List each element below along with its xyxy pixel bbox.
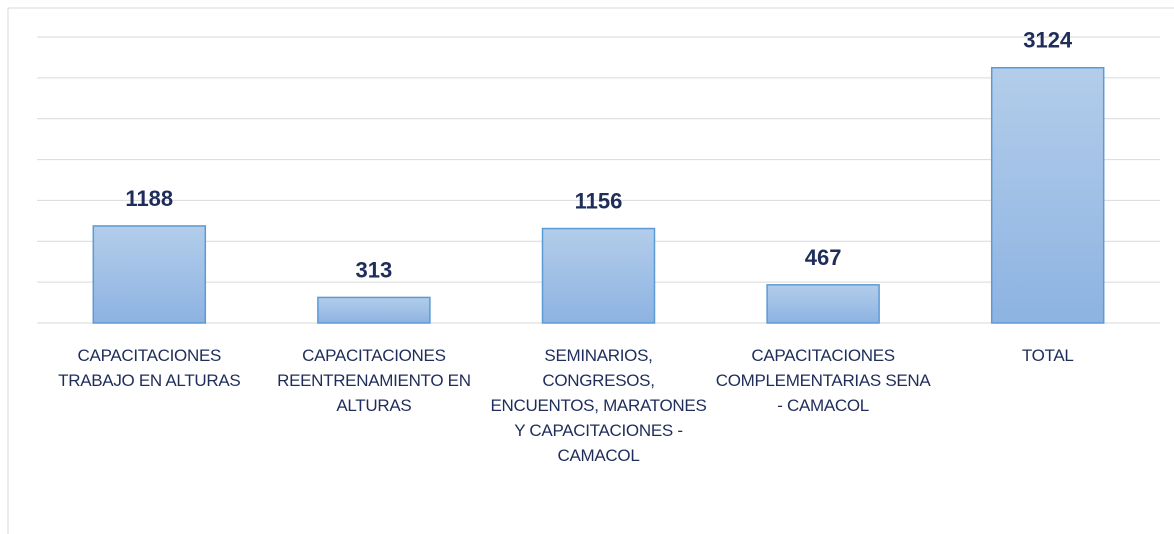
x-tick-label: CAPACITACIONES REENTRENAMIENTO EN ALTURA… — [277, 346, 471, 415]
value-label: 467 — [805, 245, 842, 270]
bar — [990, 66, 1105, 324]
value-label: 313 — [356, 257, 393, 282]
value-label: 3124 — [1023, 28, 1073, 53]
value-label: 1156 — [575, 189, 623, 214]
bar — [766, 284, 880, 324]
x-tick-label: CAPACITACIONES TRABAJO EN ALTURAS — [58, 346, 241, 390]
bar — [317, 296, 431, 324]
x-tick-label: SEMINARIOS, CONGRESOS, ENCUENTOS, MARATO… — [490, 346, 707, 465]
x-tick-label: TOTAL — [1021, 346, 1074, 365]
x-tick-label: CAPACITACIONES COMPLEMENTARIAS SENA - CA… — [715, 346, 931, 415]
bar — [92, 225, 207, 324]
bar — [541, 227, 656, 324]
value-label: 1188 — [125, 186, 173, 211]
